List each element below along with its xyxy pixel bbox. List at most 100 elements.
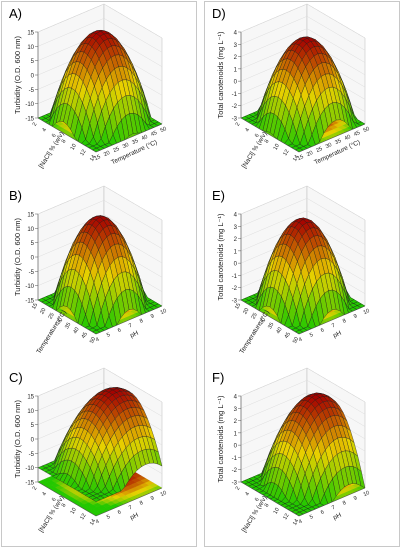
surface-patch [92,497,101,502]
z-tick-label: -10 [25,102,34,108]
y-tick-label: 9 [150,495,155,502]
z-axis-label: Turbidity (O.D. 600 nm) [13,399,22,478]
y-tick-label: 6 [320,509,325,516]
z-tick-label: 1 [234,67,238,73]
z-tick-label: 15 [27,213,34,219]
z-tick-label: 10 [27,409,34,415]
x-tick-label: 8 [61,139,68,145]
x-tick-label: 12 [282,513,290,521]
x-tick-label: 6 [254,497,261,503]
panel-c: C) -15 -10 -5 0 5 10 15 Turbidity (O.D. 600 nm)… [1,366,197,548]
y-tick-label: 40 [141,134,149,142]
x-tick-label: 50 [89,336,97,344]
z-tick-label: 10 [27,227,34,233]
z-tick-label: -5 [29,270,35,276]
y-tick-label: 20 [103,150,111,158]
x-tick-label: 15 [234,302,242,310]
z-axis-label: Turbidity (O.D. 600 nm) [13,35,22,114]
x-tick-label: 2 [235,122,242,128]
x-tick-label: 4 [41,491,48,497]
y-axis-label: pH [332,330,343,340]
y-axis-line [298,487,366,517]
z-tick-label: -2 [232,468,238,474]
wall-gridline [37,18,163,53]
z-tick-label: -15 [25,481,34,487]
x-tick-label: 15 [31,302,39,310]
x-tick-label: 45 [284,331,292,339]
y-tick-label: 25 [112,146,120,154]
y-tick-label: 9 [353,313,358,320]
x-tick-label: 2 [32,122,39,128]
wall-gridline [240,380,366,415]
z-tick-label: -15 [25,299,34,305]
panel-label: E) [212,188,225,203]
z-tick-label: 0 [234,80,238,86]
z-tick-label: -1 [232,274,238,280]
panel-label: D) [212,6,226,21]
x-tick-label: 4 [41,127,48,133]
wall-gridline [240,198,366,233]
y-tick-label: 35 [131,138,139,146]
wall-gridline [240,185,366,221]
x-tick-label: 10 [273,507,281,515]
z-tick-label: -3 [232,481,238,487]
x-tick-label: 6 [51,497,58,503]
wall-gridline [37,382,163,417]
z-axis-label: Total carotenoids (mg L⁻¹) [216,395,225,482]
wall-gridline [37,185,163,221]
y-axis-line [298,305,366,335]
z-tick-label: -1 [232,92,238,98]
y-tick-label: 30 [325,142,333,150]
x-axis-line [37,299,97,335]
z-tick-label: 3 [234,407,238,413]
y-axis-label: pH [129,512,140,522]
surface-mesh [240,36,366,153]
x-axis-line [37,117,97,153]
y-tick-label: 6 [117,509,122,516]
z-tick-label: 0 [31,74,35,80]
surface-mesh [240,392,366,517]
y-tick-label: 5 [106,514,111,521]
y-tick-label: 40 [344,134,352,142]
y-tick-label: 7 [331,323,336,330]
z-tick-label: 0 [31,438,35,444]
x-tick-label: 25 [48,312,56,320]
y-tick-label: 9 [150,313,155,320]
x-axis-line [240,117,300,153]
z-tick-label: -10 [25,466,34,472]
z-tick-label: 4 [234,213,238,219]
y-tick-label: 4 [95,337,100,344]
y-tick-label: 7 [128,323,133,330]
y-tick-label: 50 [160,126,168,134]
y-tick-label: 5 [106,332,111,339]
y-tick-label: 8 [342,500,347,507]
surface-mesh [37,215,163,335]
y-tick-label: 6 [117,327,122,334]
z-tick-label: -2 [232,286,238,292]
z-tick-label: 1 [234,431,238,437]
y-axis-label: pH [332,512,343,522]
y-tick-label: 6 [320,327,325,334]
panel-label: B) [9,188,22,203]
wall-gridline [240,28,366,63]
wall-gridline [240,16,366,51]
y-tick-label: 8 [139,318,144,325]
wall-gridline [240,367,366,403]
panel-label: A) [9,6,22,21]
y-axis-line [298,123,366,153]
y-tick-label: 4 [298,337,303,344]
x-tick-label: 35 [267,322,275,330]
y-tick-label: 45 [353,130,361,138]
panel-f: F) -3 -2 -1 0 1 2 3 4 Total carotenoids (mg L⁻¹)… [204,366,400,548]
wall-gridline [240,392,366,427]
z-tick-label: 5 [31,241,35,247]
x-tick-label: 40 [72,327,80,335]
panel-d: D) -3 -2 -1 0 1 2 3 4 Total carotenoids (mg L⁻¹)… [204,2,400,184]
y-tick-label: 20 [306,150,314,158]
panel-e: E) -3 -2 -1 0 1 2 3 4 Total carotenoids (mg L⁻¹)… [204,184,400,366]
x-tick-label: 8 [264,139,271,145]
x-tick-label: 10 [70,507,78,515]
y-tick-label: 4 [95,519,100,526]
